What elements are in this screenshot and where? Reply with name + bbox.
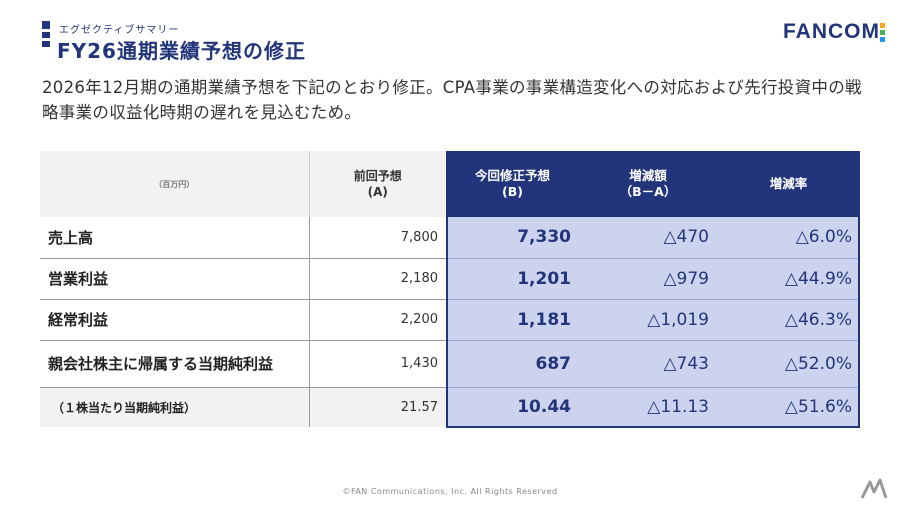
row-new: 7,330 <box>446 217 579 259</box>
header-new: 今回修正予想 (B) <box>446 151 579 217</box>
row-label: 親会社株主に帰属する当期純利益 <box>40 340 309 388</box>
row-label: 売上高 <box>40 217 309 259</box>
forecast-table: （百万円） 前回予想 (A) 今回修正予想 (B) 増減額 （B－A） 増減率 … <box>40 151 860 427</box>
row-prev: 21.57 <box>308 387 446 427</box>
logo-dots-icon <box>880 23 885 44</box>
title-marker-icon <box>42 21 50 50</box>
header-new-line2: (B) <box>502 184 523 199</box>
row-new: 10.44 <box>446 387 579 427</box>
row-label: （１株当たり当期純利益） <box>40 387 309 427</box>
fancom-logo: FANCOM <box>783 20 880 43</box>
table-header-row: （百万円） 前回予想 (A) 今回修正予想 (B) 増減額 （B－A） 増減率 <box>40 151 860 217</box>
header-new-line1: 今回修正予想 <box>474 168 550 183</box>
row-new: 687 <box>446 340 579 388</box>
table-row: 経常利益 2,200 1,181 △1,019 △46.3% <box>40 299 860 341</box>
table-row: 売上高 7,800 7,330 △470 △6.0% <box>40 217 860 259</box>
header-diff: 増減額 （B－A） <box>579 151 717 217</box>
page-title: FY26通期業績予想の修正 <box>57 39 306 63</box>
row-rate: △52.0% <box>717 340 860 388</box>
row-diff: △743 <box>579 340 717 388</box>
row-prev: 7,800 <box>308 217 446 259</box>
row-prev: 2,200 <box>308 299 446 341</box>
header-rate: 増減率 <box>717 151 860 217</box>
row-rate: △6.0% <box>717 217 860 259</box>
row-prev: 2,180 <box>308 258 446 300</box>
row-new: 1,201 <box>446 258 579 300</box>
header-diff-line2: （B－A） <box>619 184 677 199</box>
row-rate: △44.9% <box>717 258 860 300</box>
unit-label: （百万円） <box>40 151 309 217</box>
row-diff: △470 <box>579 217 717 259</box>
header-prev-line2: (A) <box>367 185 388 199</box>
table-row: 営業利益 2,180 1,201 △979 △44.9% <box>40 258 860 300</box>
row-diff: △11.13 <box>579 387 717 427</box>
table-row: 親会社株主に帰属する当期純利益 1,430 687 △743 △52.0% <box>40 340 860 388</box>
row-label: 経常利益 <box>40 299 309 341</box>
row-rate: △51.6% <box>717 387 860 427</box>
page-subtitle: エグゼクティブサマリー <box>59 25 180 36</box>
header-prev-line1: 前回予想 <box>353 169 402 183</box>
lead-text: 2026年12月期の通期業績予想を下記のとおり修正。CPA事業の事業構造変化への… <box>42 78 862 122</box>
row-new: 1,181 <box>446 299 579 341</box>
header-diff-line1: 増減額 <box>629 168 667 183</box>
row-diff: △979 <box>579 258 717 300</box>
row-diff: △1,019 <box>579 299 717 341</box>
table-row: （１株当たり当期純利益） 21.57 10.44 △11.13 △51.6% <box>40 387 860 427</box>
publisher-watermark-icon <box>860 478 888 499</box>
row-rate: △46.3% <box>717 299 860 341</box>
row-prev: 1,430 <box>308 340 446 388</box>
copyright: ©FAN Communications, Inc. All Rights Res… <box>342 487 558 496</box>
row-label: 営業利益 <box>40 258 309 300</box>
header-prev: 前回予想 (A) <box>308 151 446 217</box>
